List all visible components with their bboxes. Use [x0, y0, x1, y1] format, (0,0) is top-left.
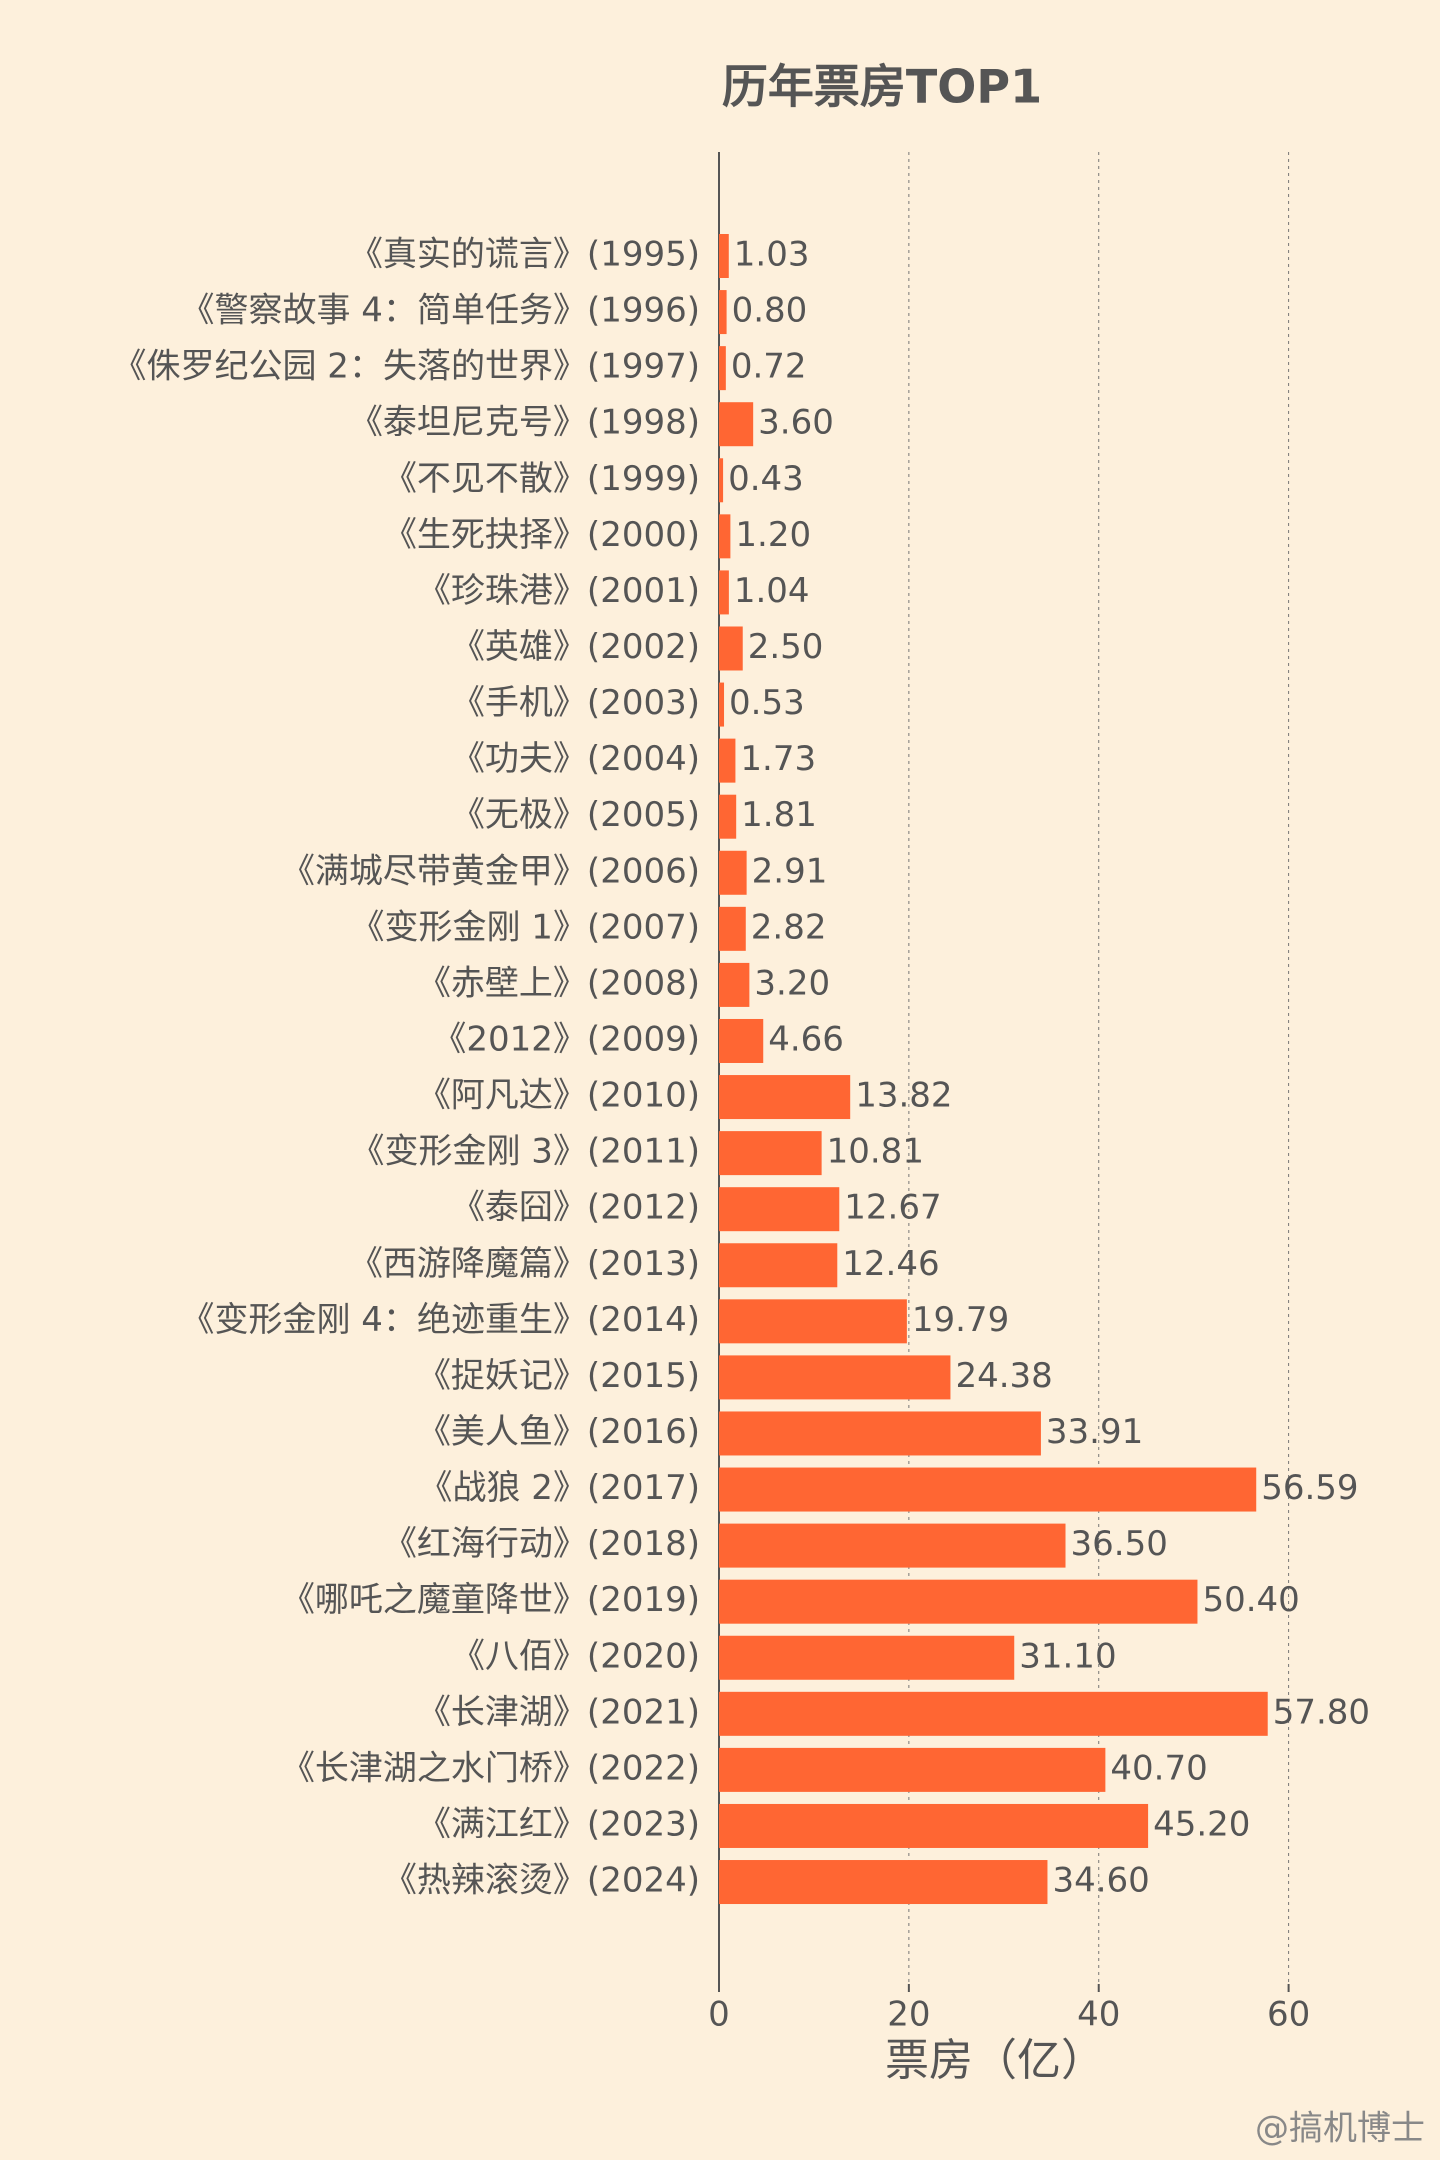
- bar: [719, 1579, 1198, 1624]
- bar: [719, 794, 737, 839]
- value-label: 3.60: [758, 403, 834, 443]
- value-label: 2.91: [752, 851, 828, 891]
- value-label: 34.60: [1052, 1861, 1149, 1901]
- y-tick-label: 《变形金刚 1》(2007): [351, 907, 701, 947]
- bar: [719, 1018, 764, 1063]
- y-tick-label: 《无极》(2005): [451, 795, 700, 835]
- y-tick-label: 《红海行动》(2018): [383, 1524, 700, 1564]
- bar: [719, 738, 736, 783]
- value-label: 24.38: [955, 1356, 1052, 1396]
- bar: [719, 906, 746, 951]
- y-tick-label: 《阿凡达》(2010): [417, 1076, 700, 1116]
- x-axis-label: 票房（亿）: [885, 2035, 1105, 2086]
- y-tick-label: 《热辣滚烫》(2024): [383, 1861, 700, 1901]
- value-label: 2.50: [748, 627, 824, 667]
- y-tick-label: 《西游降魔篇》(2013): [349, 1244, 700, 1284]
- bar: [719, 1747, 1106, 1792]
- bar: [719, 1355, 951, 1400]
- value-label: 1.73: [740, 739, 816, 779]
- y-tick-label: 《战狼 2》(2017): [419, 1468, 701, 1508]
- value-label: 33.91: [1046, 1412, 1143, 1452]
- y-tick-label: 《英雄》(2002): [451, 627, 700, 667]
- bar: [719, 1691, 1268, 1736]
- x-tick-label: 40: [1077, 1995, 1120, 2035]
- y-tick-label: 《功夫》(2004): [451, 739, 700, 779]
- y-tick-label: 《2012》(2009): [432, 1019, 700, 1059]
- value-label: 36.50: [1071, 1524, 1168, 1564]
- bar: [719, 234, 729, 278]
- watermark: @搞机博士: [1255, 2109, 1425, 2149]
- value-label: 13.82: [855, 1076, 952, 1116]
- y-tick-label: 《美人鱼》(2016): [417, 1412, 700, 1452]
- y-tick-label: 《哪吒之魔童降世》(2019): [281, 1580, 700, 1620]
- value-label: 31.10: [1019, 1636, 1116, 1676]
- bar: [719, 1187, 840, 1232]
- value-label: 4.66: [768, 1019, 844, 1059]
- y-tick-label: 《赤壁上》(2008): [417, 963, 700, 1003]
- bar: [719, 626, 743, 671]
- value-label: 56.59: [1261, 1468, 1358, 1508]
- value-label: 1.03: [734, 235, 810, 275]
- value-label: 0.53: [729, 683, 805, 723]
- bar: [719, 682, 725, 727]
- y-tick-label: 《长津湖》(2021): [417, 1692, 700, 1732]
- bar: [719, 1635, 1015, 1680]
- value-label: 40.70: [1110, 1748, 1207, 1788]
- value-label: 0.72: [731, 347, 807, 387]
- y-tick-label: 《手机》(2003): [451, 683, 700, 723]
- x-tick-label: 20: [887, 1995, 930, 2035]
- chart-title: 历年票房TOP1: [722, 60, 1042, 114]
- value-label: 12.46: [842, 1244, 939, 1284]
- value-label: 57.80: [1273, 1692, 1370, 1732]
- bar: [719, 1131, 822, 1176]
- y-tick-label: 《泰坦尼克号》(1998): [349, 403, 700, 443]
- bar: [719, 402, 754, 447]
- y-tick-label: 《八佰》(2020): [451, 1636, 700, 1676]
- bar: [719, 1075, 851, 1120]
- value-label: 12.67: [844, 1188, 941, 1228]
- value-label: 0.80: [732, 291, 808, 331]
- bar: [719, 1803, 1149, 1848]
- bar: [719, 850, 747, 895]
- y-tick-label: 《真实的谎言》(1995): [349, 235, 700, 275]
- bar: [719, 290, 727, 335]
- value-label: 1.81: [741, 795, 817, 835]
- y-tick-label: 《侏罗纪公园 2：失落的世界》(1997): [113, 347, 701, 387]
- value-label: 45.20: [1153, 1804, 1250, 1844]
- bar: [719, 514, 731, 559]
- y-tick-label: 《珍珠港》(2001): [417, 571, 700, 611]
- y-tick-label: 《长津湖之水门桥》(2022): [281, 1748, 700, 1788]
- value-label: 10.81: [827, 1132, 924, 1172]
- y-tick-label: 《变形金刚 4：绝迹重生》(2014): [181, 1300, 701, 1340]
- value-label: 19.79: [912, 1300, 1009, 1340]
- x-tick-label: 0: [708, 1995, 730, 2035]
- y-tick-label: 《生死抉择》(2000): [383, 515, 700, 555]
- bar: [719, 1860, 1048, 1905]
- x-tick-label: 60: [1267, 1995, 1310, 2035]
- y-tick-label: 《满城尽带黄金甲》(2006): [281, 851, 700, 891]
- y-tick-label: 《不见不散》(1999): [383, 459, 700, 499]
- bar: [719, 570, 729, 615]
- y-tick-label: 《变形金刚 3》(2011): [351, 1132, 701, 1172]
- value-label: 0.43: [728, 459, 804, 499]
- bar: [719, 346, 726, 391]
- value-label: 3.20: [754, 963, 830, 1003]
- value-label: 1.04: [734, 571, 810, 611]
- bar: [719, 962, 750, 1007]
- y-tick-label: 《满江红》(2023): [417, 1804, 700, 1844]
- bar: [719, 1243, 838, 1288]
- bar: [719, 1299, 907, 1344]
- y-tick-label: 《捉妖记》(2015): [417, 1356, 700, 1396]
- value-label: 1.20: [735, 515, 811, 555]
- value-label: 50.40: [1202, 1580, 1299, 1620]
- bar: [719, 1467, 1257, 1512]
- value-label: 2.82: [751, 907, 827, 947]
- bar: [719, 1411, 1041, 1456]
- y-tick-label: 《警察故事 4：简单任务》(1996): [181, 291, 701, 331]
- bar: [719, 1523, 1066, 1568]
- y-tick-label: 《泰囧》(2012): [451, 1188, 700, 1228]
- bar: [719, 458, 724, 503]
